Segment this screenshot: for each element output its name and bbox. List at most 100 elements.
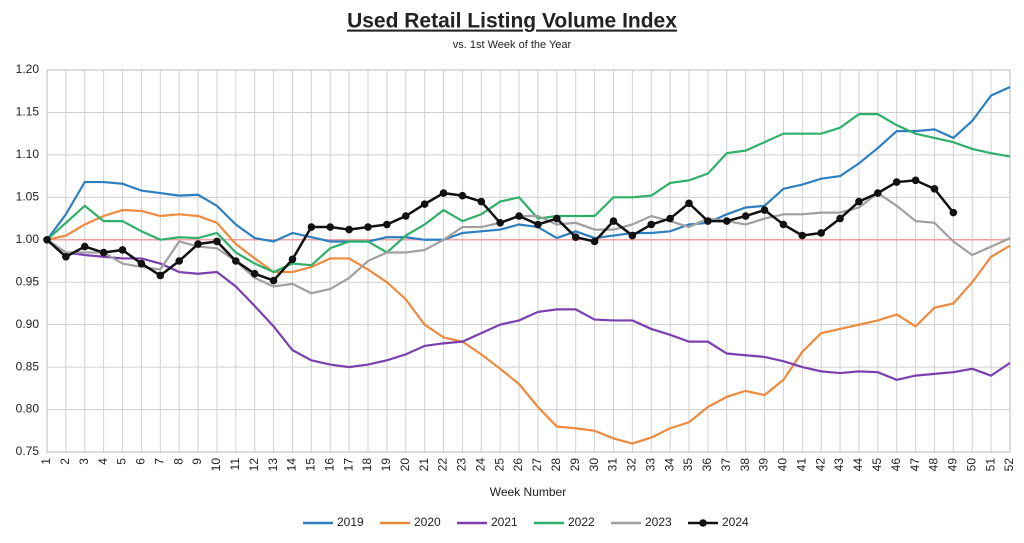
point bbox=[911, 176, 920, 185]
point bbox=[383, 220, 391, 229]
legend-label: 2019 bbox=[337, 515, 364, 529]
point bbox=[364, 223, 372, 231]
x-tick-label: 16 bbox=[322, 458, 336, 472]
point bbox=[307, 223, 316, 231]
point bbox=[704, 217, 712, 225]
x-tick-label: 15 bbox=[304, 458, 318, 472]
x-tick-label: 2 bbox=[58, 458, 72, 465]
point bbox=[609, 217, 618, 225]
y-tick-label: 1.20 bbox=[16, 62, 40, 76]
x-tick-label: 44 bbox=[851, 458, 865, 472]
legend-label: 2024 bbox=[722, 515, 749, 529]
x-tick-label: 25 bbox=[492, 458, 506, 472]
point bbox=[722, 217, 731, 225]
point bbox=[874, 189, 882, 197]
y-tick-label: 1.15 bbox=[16, 105, 40, 119]
x-tick-label: 34 bbox=[662, 458, 676, 472]
x-tick-label: 26 bbox=[511, 458, 525, 472]
x-tick-label: 46 bbox=[889, 458, 903, 472]
point bbox=[590, 237, 599, 246]
point bbox=[496, 219, 504, 227]
x-axis-label: Week Number bbox=[490, 485, 566, 499]
point bbox=[99, 248, 108, 257]
y-tick-label: 0.80 bbox=[16, 402, 40, 416]
x-tick-label: 43 bbox=[832, 458, 846, 472]
x-tick-label: 8 bbox=[171, 458, 185, 465]
point bbox=[666, 214, 674, 223]
point bbox=[741, 212, 750, 220]
legend-label: 2021 bbox=[491, 515, 518, 529]
x-tick-label: 4 bbox=[96, 458, 110, 465]
point bbox=[401, 212, 410, 220]
x-tick-label: 12 bbox=[247, 458, 261, 472]
point bbox=[62, 252, 70, 261]
y-tick-label: 0.75 bbox=[16, 444, 40, 458]
x-tick-label: 18 bbox=[360, 458, 374, 472]
point bbox=[345, 225, 353, 234]
point bbox=[760, 206, 769, 214]
plot-border bbox=[46, 69, 1011, 453]
y-tick-label: 0.95 bbox=[16, 274, 40, 288]
x-tick-label: 36 bbox=[700, 458, 714, 472]
point bbox=[43, 235, 51, 244]
series-line bbox=[46, 208, 1011, 445]
point bbox=[553, 214, 561, 223]
point bbox=[477, 197, 486, 206]
legend-label: 2020 bbox=[414, 515, 441, 529]
point bbox=[326, 223, 335, 231]
x-tick-label: 6 bbox=[134, 458, 148, 465]
series-line bbox=[46, 113, 1011, 274]
x-tick-label: 24 bbox=[473, 458, 487, 472]
x-tick-label: 27 bbox=[530, 458, 544, 472]
point bbox=[571, 233, 580, 242]
point bbox=[458, 191, 467, 200]
series-line bbox=[46, 85, 1011, 243]
point bbox=[628, 231, 637, 240]
x-tick-label: 29 bbox=[568, 458, 582, 472]
x-tick-label: 38 bbox=[738, 458, 752, 472]
x-tick-label: 20 bbox=[398, 458, 412, 472]
point bbox=[836, 214, 844, 223]
point bbox=[156, 271, 165, 280]
point bbox=[685, 199, 693, 208]
x-tick-label: 32 bbox=[625, 458, 639, 472]
x-tick-label: 31 bbox=[606, 458, 620, 472]
chart-title: Used Retail Listing Volume Index bbox=[347, 10, 677, 33]
x-tick-label: 1 bbox=[39, 458, 53, 465]
x-tick-label: 51 bbox=[983, 458, 997, 472]
x-tick-label: 45 bbox=[870, 458, 884, 472]
x-tick-label: 30 bbox=[587, 458, 601, 472]
x-tick-label: 10 bbox=[209, 458, 223, 472]
x-tick-label: 22 bbox=[436, 458, 450, 472]
point bbox=[798, 231, 807, 240]
x-tick-label: 40 bbox=[776, 458, 790, 472]
x-tick-label: 23 bbox=[455, 458, 469, 472]
x-tick-label: 33 bbox=[643, 458, 657, 472]
x-tick-label: 19 bbox=[379, 458, 393, 472]
x-tick-label: 49 bbox=[946, 458, 960, 472]
point bbox=[892, 178, 901, 186]
y-tick-label: 1.10 bbox=[16, 147, 40, 161]
x-tick-label: 3 bbox=[77, 458, 91, 465]
x-tick-label: 52 bbox=[1002, 458, 1016, 472]
x-tick-label: 28 bbox=[549, 458, 563, 472]
legend-marker bbox=[699, 519, 707, 527]
x-tick-label: 11 bbox=[228, 458, 242, 471]
legend-label: 2022 bbox=[568, 515, 595, 529]
x-tick-label: 48 bbox=[927, 458, 941, 472]
point bbox=[779, 220, 788, 229]
x-tick-label: 35 bbox=[681, 458, 695, 472]
chart-subtitle: vs. 1st Week of the Year bbox=[453, 39, 572, 51]
y-tick-label: 0.85 bbox=[16, 359, 40, 373]
x-tick-label: 13 bbox=[266, 458, 280, 472]
point bbox=[232, 257, 240, 265]
x-tick-label: 17 bbox=[341, 458, 355, 472]
point bbox=[420, 200, 429, 208]
x-tick-label: 21 bbox=[417, 458, 431, 472]
x-tick-label: 14 bbox=[285, 458, 299, 472]
point bbox=[515, 212, 523, 220]
x-tick-label: 41 bbox=[794, 458, 808, 472]
series-line bbox=[46, 238, 1011, 381]
point bbox=[194, 240, 202, 248]
x-tick-label: 5 bbox=[115, 458, 129, 465]
